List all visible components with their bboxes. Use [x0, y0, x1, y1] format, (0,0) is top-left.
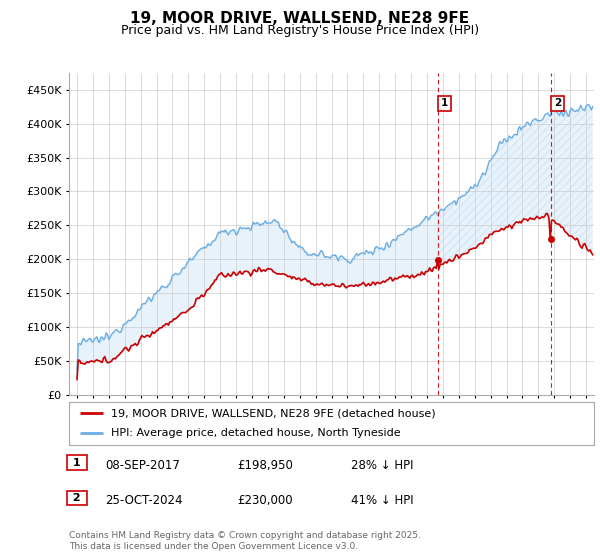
Text: 2: 2 [554, 99, 562, 108]
Text: 08-SEP-2017: 08-SEP-2017 [105, 459, 180, 472]
Text: 1: 1 [69, 458, 85, 468]
Text: HPI: Average price, detached house, North Tyneside: HPI: Average price, detached house, Nort… [111, 428, 401, 438]
Text: Price paid vs. HM Land Registry's House Price Index (HPI): Price paid vs. HM Land Registry's House … [121, 24, 479, 36]
Text: 28% ↓ HPI: 28% ↓ HPI [351, 459, 413, 472]
Text: 25-OCT-2024: 25-OCT-2024 [105, 494, 182, 507]
Text: £198,950: £198,950 [237, 459, 293, 472]
Text: £230,000: £230,000 [237, 494, 293, 507]
Text: This data is licensed under the Open Government Licence v3.0.: This data is licensed under the Open Gov… [69, 542, 358, 550]
Text: 19, MOOR DRIVE, WALLSEND, NE28 9FE: 19, MOOR DRIVE, WALLSEND, NE28 9FE [130, 11, 470, 26]
Text: Contains HM Land Registry data © Crown copyright and database right 2025.: Contains HM Land Registry data © Crown c… [69, 531, 421, 540]
Text: 1: 1 [441, 99, 448, 108]
Text: 2: 2 [69, 493, 85, 503]
Text: 41% ↓ HPI: 41% ↓ HPI [351, 494, 413, 507]
Text: 19, MOOR DRIVE, WALLSEND, NE28 9FE (detached house): 19, MOOR DRIVE, WALLSEND, NE28 9FE (deta… [111, 408, 436, 418]
